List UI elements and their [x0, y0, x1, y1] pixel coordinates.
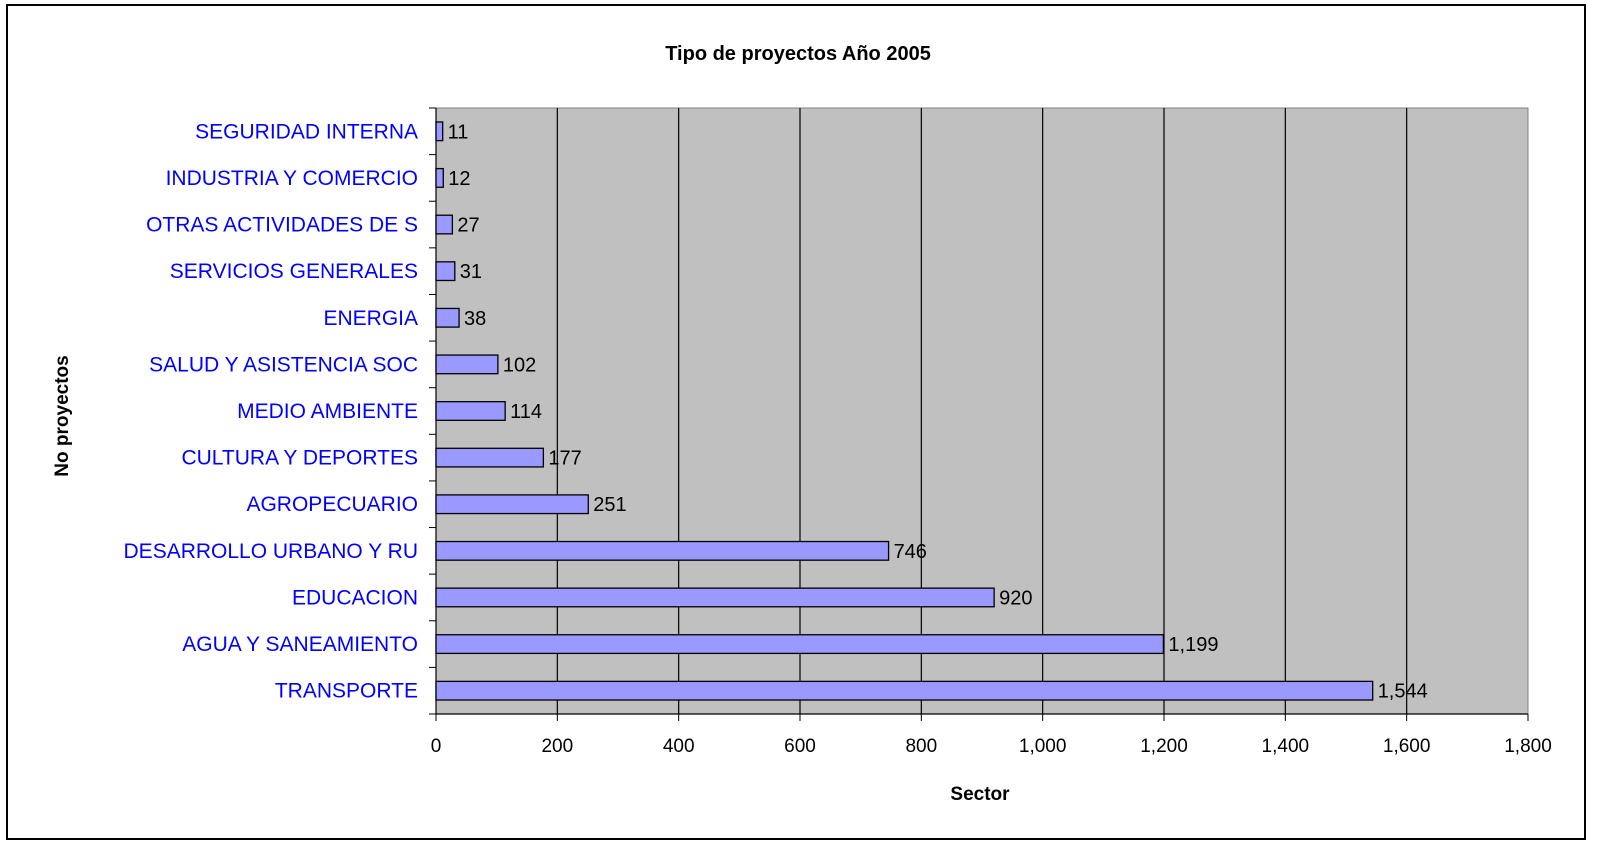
x-tick-label: 400 [663, 736, 695, 757]
data-label: 1,544 [1378, 681, 1428, 703]
bar [435, 634, 1165, 655]
bar [435, 167, 444, 188]
bar-chart: Tipo de proyectos Año 2005 No proyectos … [52, 43, 1552, 805]
bar [435, 447, 545, 468]
category-label: INDUSTRIA Y COMERCIO [166, 167, 418, 190]
bar [435, 214, 454, 235]
data-label: 746 [894, 541, 927, 563]
category-label: OTRAS ACTIVIDADES DE S [146, 214, 418, 237]
bar [435, 401, 506, 421]
x-tick-label: 600 [784, 736, 816, 757]
category-label: EDUCACION [292, 586, 418, 609]
data-label: 251 [593, 494, 626, 516]
bar [435, 307, 460, 328]
data-label: 177 [548, 448, 581, 470]
x-tick-label: 1,000 [1019, 736, 1067, 757]
x-tick-label: 1,400 [1262, 736, 1310, 757]
category-label: SERVICIOS GENERALES [170, 260, 418, 283]
x-axis-title: Sector [950, 784, 1010, 805]
x-tick-label: 200 [541, 736, 573, 757]
plot-background [435, 107, 1529, 715]
data-label: 31 [460, 261, 482, 283]
data-label: 38 [464, 308, 486, 330]
plot-area: 0 200 400 600 800 1,000 1,200 1,400 1,600 1,800 SE… [124, 107, 1552, 757]
x-tick-label: 1,600 [1383, 736, 1431, 757]
x-tick-label: 800 [905, 736, 937, 757]
data-label: 27 [457, 215, 479, 237]
data-label: 920 [999, 587, 1032, 609]
category-label: DESARROLLO URBANO Y RU [124, 540, 418, 563]
category-label: AGROPECUARIO [246, 493, 418, 516]
category-label: TRANSPORTE [275, 680, 418, 703]
category-label: MEDIO AMBIENTE [237, 400, 418, 423]
x-tick-label: 0 [431, 736, 442, 757]
chart-frame: Tipo de proyectos Año 2005 No proyectos … [6, 4, 1586, 840]
bar [435, 587, 995, 608]
category-label: SEGURIDAD INTERNA [195, 120, 418, 143]
bar [435, 494, 589, 515]
category-label: CULTURA Y DEPORTES [181, 447, 418, 470]
category-label: ENERGIA [323, 307, 418, 330]
data-label: 1,199 [1168, 634, 1218, 656]
bar [435, 680, 1374, 701]
bar [435, 261, 456, 282]
x-tick-label: 1,200 [1140, 736, 1188, 757]
category-label: SALUD Y ASISTENCIA SOC [149, 353, 418, 376]
category-label: AGUA Y SANEAMIENTO [182, 633, 418, 656]
bar [435, 354, 499, 375]
data-label: 11 [448, 121, 469, 143]
data-label: 102 [503, 354, 536, 376]
bar [435, 540, 890, 561]
y-axis-title: No proyectos [52, 355, 73, 476]
x-tick-label: 1,800 [1504, 736, 1552, 757]
chart-title: Tipo de proyectos Año 2005 [665, 43, 931, 65]
data-label: 114 [510, 401, 542, 423]
data-label: 12 [448, 168, 470, 190]
bar [435, 121, 444, 142]
